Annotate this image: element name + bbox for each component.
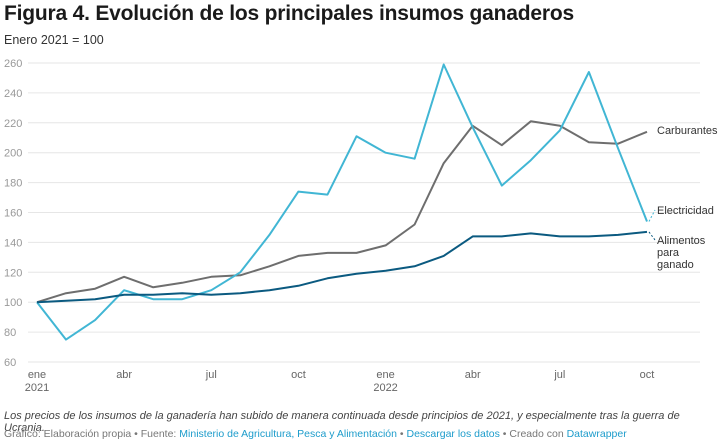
- chart-note: Los precios de los insumos de la ganader…: [4, 410, 680, 434]
- x-tick-label: ene: [28, 369, 46, 381]
- x-tick-label: jul: [553, 369, 565, 381]
- series-line-alimentos-para-ganado: [36, 230, 648, 304]
- y-axis: 60 80 100 120 140 160 180 200 220 240 260: [4, 58, 22, 369]
- series-label-alimentos-para-ganado: para: [657, 247, 680, 259]
- label-connector: [648, 209, 656, 222]
- series-line-carburantes: [36, 120, 648, 304]
- series-lines: [36, 63, 648, 341]
- x-tick-label: ene: [376, 369, 394, 381]
- datawrapper-link[interactable]: Datawrapper: [566, 428, 627, 440]
- chart-title: Figura 4. Evolución de los principales i…: [4, 2, 574, 25]
- source-link[interactable]: Ministerio de Agricultura, Pesca y Alime…: [179, 428, 397, 440]
- y-tick-label: 200: [4, 148, 22, 160]
- series-label-carburantes: Carburantes: [657, 125, 718, 137]
- separator: •: [396, 428, 407, 440]
- y-tick-label: 180: [4, 178, 22, 190]
- series-label-alimentos-para-ganado: Alimentos: [657, 235, 706, 247]
- y-tick-label: 120: [4, 267, 22, 279]
- chart-subtitle: Enero 2021 = 100: [4, 33, 104, 47]
- series-label-electricidad: Electricidad: [657, 205, 714, 217]
- created-with-text: • Creado con: [499, 428, 567, 440]
- y-tick-label: 260: [4, 58, 22, 70]
- x-tick-label: jul: [205, 369, 217, 381]
- label-connector: [648, 231, 656, 241]
- y-tick-label: 60: [4, 357, 16, 369]
- series-labels: Carburantes Electricidad Alimentosparagana…: [648, 125, 718, 271]
- x-tick-label: abr: [465, 369, 481, 381]
- credit-text: Gráfico: Elaboración propia • Fuente:: [4, 428, 180, 440]
- download-data-link[interactable]: Descargar los datos: [406, 428, 500, 440]
- y-tick-label: 160: [4, 208, 22, 220]
- y-tick-label: 140: [4, 237, 22, 249]
- y-tick-label: 240: [4, 88, 22, 100]
- series-line-electricidad: [36, 63, 648, 341]
- chart-footer: Gráfico: Elaboración propia • Fuente: Mi…: [4, 428, 627, 440]
- x-tick-label: abr: [116, 369, 132, 381]
- y-tick-label: 220: [4, 118, 22, 130]
- x-tick-year-label: 2021: [25, 382, 49, 394]
- series-label-alimentos-para-ganado: ganado: [657, 259, 694, 271]
- x-tick-label: oct: [291, 369, 306, 381]
- x-tick-year-label: 2022: [373, 382, 397, 394]
- x-tick-label: oct: [640, 369, 655, 381]
- y-tick-label: 100: [4, 297, 22, 309]
- gridlines: [28, 62, 700, 363]
- y-tick-label: 80: [4, 327, 16, 339]
